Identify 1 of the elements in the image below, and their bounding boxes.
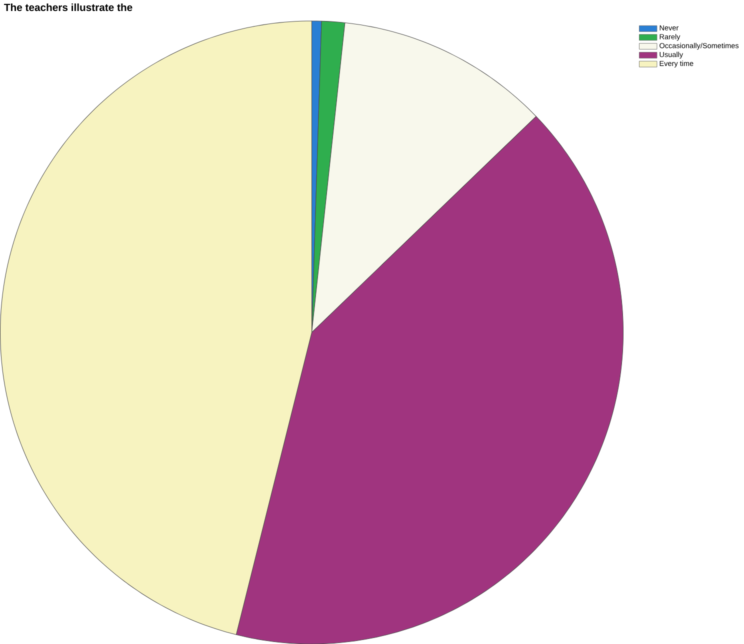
chart-title: The teachers illustrate the [4,3,132,11]
